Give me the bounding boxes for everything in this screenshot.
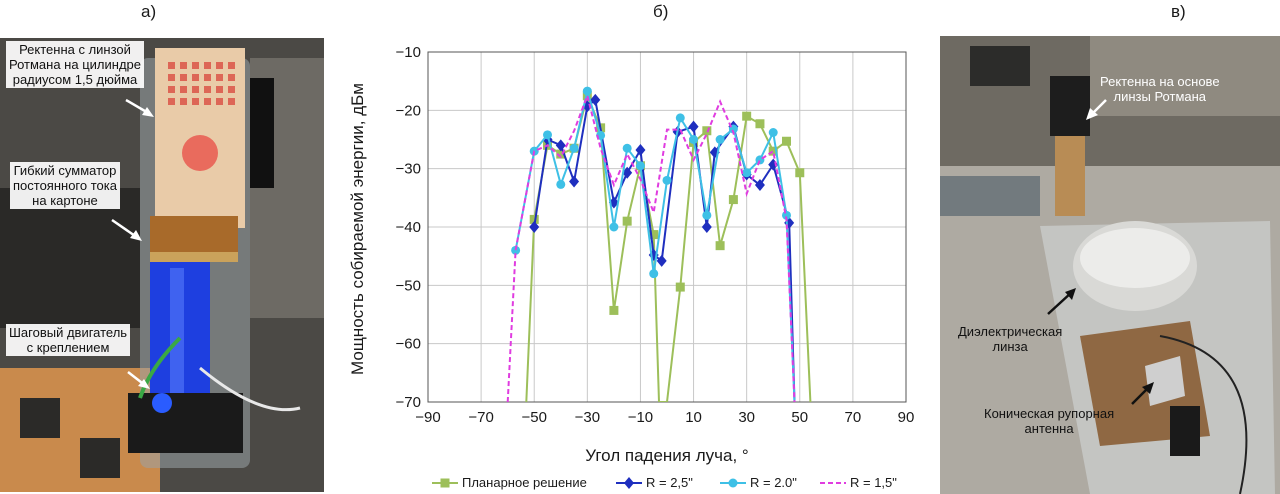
- data-point: [649, 230, 659, 240]
- legend-marker: [728, 478, 738, 488]
- photo-a-illustration: [0, 38, 324, 492]
- label-dielectric-lens: Диэлектрическая линза: [958, 324, 1063, 354]
- data-point: [754, 179, 765, 191]
- legend-item-0: Планарное решение: [432, 475, 587, 490]
- data-point: [556, 179, 566, 189]
- data-point: [656, 254, 667, 267]
- data-point: [795, 168, 805, 178]
- x-tick-label: −90: [415, 409, 440, 426]
- panel-letter-v: в): [1171, 2, 1186, 21]
- legend-label: R = 2,5": [646, 475, 693, 490]
- chart-legend: Планарное решение R = 2,5" R = 2.0" R = 1,5…: [432, 475, 897, 490]
- photo-a-arrows: [111, 98, 154, 389]
- data-point: [689, 135, 699, 144]
- data-point: [529, 214, 539, 224]
- data-point: [590, 93, 601, 106]
- data-point: [582, 86, 592, 96]
- series-2: [511, 86, 796, 402]
- legend-label: R = 2.0": [750, 475, 797, 490]
- y-tick-label: −40: [396, 219, 421, 236]
- x-axis-label: Угол падения луча, °: [585, 446, 748, 465]
- data-point: [768, 128, 778, 137]
- data-point: [715, 241, 725, 251]
- x-tick-label: 30: [738, 409, 755, 426]
- panel-letter-a: а): [141, 2, 157, 21]
- x-tick-label: −50: [521, 409, 546, 426]
- chart-grid: [427, 51, 907, 403]
- panel-letter-b: б): [653, 2, 669, 21]
- label-rectenna-cylinder: Ректенна с линзой Ротмана на цилиндре ра…: [6, 41, 144, 88]
- data-point: [675, 282, 685, 292]
- x-tick-label: 90: [898, 409, 915, 426]
- legend-item-1: R = 2,5": [616, 475, 693, 490]
- data-point: [609, 305, 619, 315]
- data-point: [622, 166, 633, 179]
- data-point: [609, 222, 619, 232]
- label-stepper-motor: Шаговый двигатель с креплением: [6, 324, 131, 356]
- legend-item-3: R = 1,5": [820, 475, 897, 490]
- data-point: [742, 111, 752, 121]
- y-tick-label: −30: [396, 161, 421, 178]
- x-tick-label: 70: [845, 409, 862, 426]
- data-point: [569, 175, 580, 188]
- data-point: [742, 168, 752, 178]
- data-point: [728, 195, 738, 205]
- y-tick-label: −60: [396, 336, 421, 353]
- data-point: [556, 149, 566, 159]
- data-point: [582, 91, 592, 101]
- y-axis-label: Мощность собираемой энергии, дБм: [348, 83, 367, 375]
- data-point: [715, 135, 725, 144]
- data-point: [649, 269, 659, 279]
- series-0: [525, 91, 812, 402]
- y-tick-label: −70: [396, 394, 421, 411]
- label-rotman-rectenna: Ректенна на основе линзы Ротмана: [1100, 74, 1220, 104]
- photo-v-illustration: [940, 36, 1280, 494]
- data-point: [622, 216, 632, 226]
- data-point: [635, 144, 646, 156]
- y-tick-label: −10: [396, 44, 421, 61]
- legend-marker: [624, 477, 634, 489]
- data-point: [675, 113, 685, 123]
- photo-test-setup: Ректенна на основе линзы Ротмана Диэлект…: [940, 36, 1280, 494]
- legend-label: R = 1,5": [850, 475, 897, 490]
- legend-label: Планарное решение: [462, 475, 587, 490]
- data-point: [688, 120, 699, 133]
- data-point: [702, 126, 712, 136]
- data-point: [529, 221, 540, 233]
- data-point: [543, 130, 552, 140]
- x-tick-label: 10: [685, 409, 702, 426]
- chart-series: [506, 86, 812, 402]
- label-conical-horn: Коническая рупорная антенна: [984, 406, 1115, 436]
- y-tick-label: −20: [396, 102, 421, 119]
- x-tick-label: 50: [791, 409, 808, 426]
- legend-marker: [440, 478, 450, 488]
- data-point: [701, 221, 712, 233]
- x-tick-label: −10: [628, 409, 653, 426]
- data-point: [622, 143, 632, 153]
- data-point: [511, 245, 521, 255]
- label-dc-combiner: Гибкий сумматор постоянного тока на карт…: [10, 162, 120, 209]
- series-line-2: [514, 87, 796, 402]
- data-point: [555, 139, 566, 152]
- series-1: [529, 93, 796, 402]
- x-tick-label: −30: [575, 409, 600, 426]
- data-point: [635, 161, 645, 171]
- photo-v-arrows: [1047, 99, 1154, 405]
- y-tick-label: −50: [396, 277, 421, 294]
- data-point: [755, 119, 765, 129]
- data-point: [569, 143, 579, 153]
- data-point: [782, 136, 791, 146]
- data-point: [702, 210, 712, 220]
- legend-item-2: R = 2.0": [720, 475, 797, 490]
- x-tick-label: −70: [468, 409, 493, 426]
- data-point: [662, 175, 672, 185]
- photo-rectenna-setup: Ректенна с линзой Ротмана на цилиндре ра…: [0, 38, 324, 492]
- data-point: [768, 146, 778, 156]
